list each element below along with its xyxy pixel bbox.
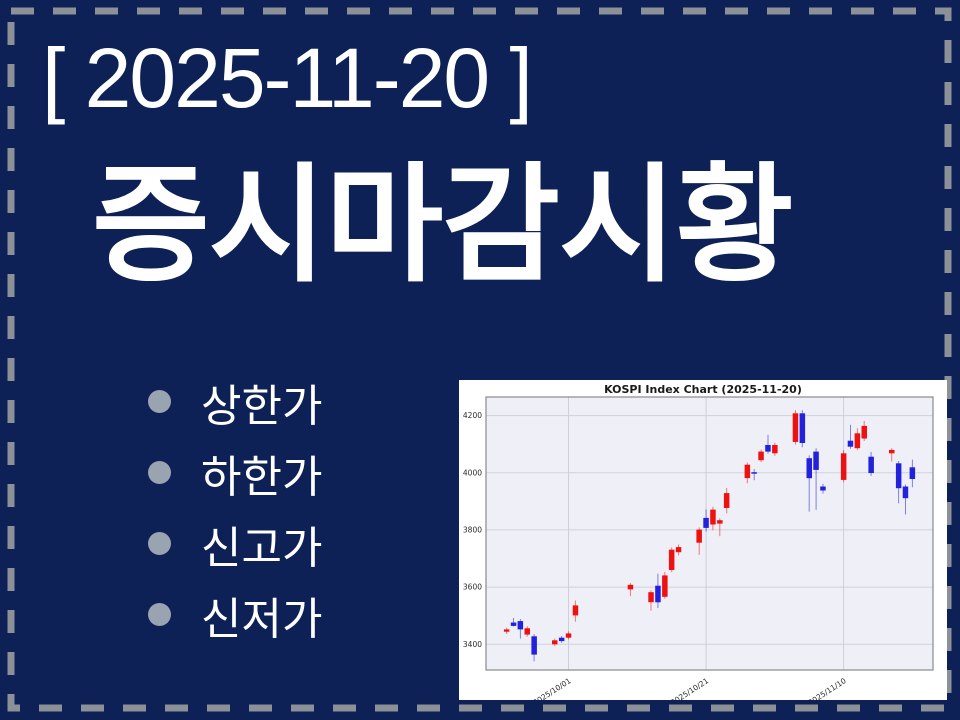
bullet-icon: [148, 461, 171, 484]
bullet-icon: [148, 532, 171, 555]
bullet-label-upper-limit: 상한가: [201, 381, 323, 431]
page-title: 증시마감시황: [92, 154, 794, 297]
list-item: 상한가: [148, 366, 322, 437]
bullet-label-new-low: 신저가: [201, 594, 323, 644]
bullet-list: 상한가 하한가 신고가 신저가: [148, 366, 322, 650]
svg-text:3600: 3600: [463, 583, 482, 592]
svg-text:4000: 4000: [463, 468, 482, 477]
list-item: 신저가: [148, 579, 322, 650]
kospi-candlestick-chart: 3400 3600 3800 4000 4200 2025/10/01 2025/10/21…: [463, 396, 934, 700]
chart-title: KOSPI Index Chart (2025-11-20): [604, 383, 802, 396]
bullet-icon: [148, 390, 171, 413]
list-item: 신고가: [148, 508, 322, 579]
date-label: [ 2025-11-20 ]: [42, 31, 533, 125]
bullet-label-new-high: 신고가: [201, 523, 323, 573]
svg-text:4200: 4200: [463, 411, 482, 420]
svg-text:3400: 3400: [463, 640, 482, 649]
svg-text:3800: 3800: [463, 525, 482, 534]
bullet-label-lower-limit: 하한가: [201, 452, 323, 502]
list-item: 하한가: [148, 437, 322, 508]
bullet-icon: [148, 603, 171, 626]
svg-text:2025/11/10: 2025/11/10: [807, 676, 848, 700]
chart-card: KOSPI Index Chart (2025-11-20) 3400 3600 3…: [459, 380, 947, 700]
svg-text:2025/10/21: 2025/10/21: [669, 676, 710, 700]
svg-text:2025/10/01: 2025/10/01: [531, 676, 572, 700]
